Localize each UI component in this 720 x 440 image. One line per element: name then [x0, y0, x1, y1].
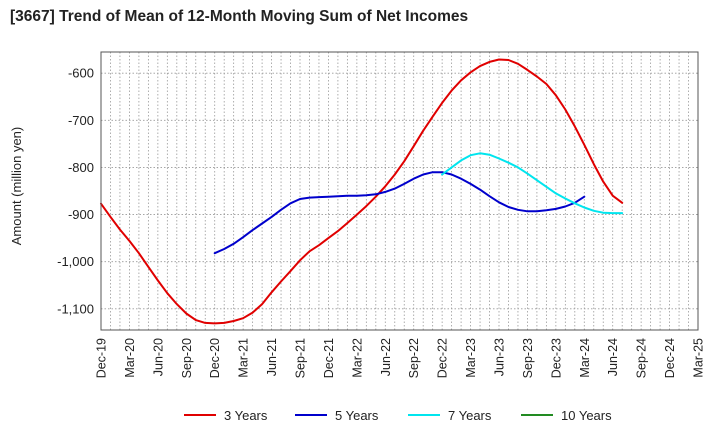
x-tick-label: Jun-24 [606, 338, 620, 376]
legend: 3 Years 5 Years 7 Years 10 Years [0, 404, 720, 426]
grid-lines [101, 52, 698, 330]
x-tick-label: Mar-25 [692, 338, 706, 378]
y-tick-label: -800 [68, 160, 94, 175]
x-tick-label: Sep-22 [407, 338, 421, 378]
x-tick-label: Dec-22 [436, 338, 450, 378]
y-tick-label: -1,100 [57, 301, 94, 316]
legend-item-10-years: 10 Years [521, 404, 612, 426]
plot-frame [100, 51, 699, 331]
legend-swatch-3-years [184, 414, 216, 416]
x-tick-label: Mar-21 [237, 338, 251, 378]
y-tick-label: -600 [68, 66, 94, 81]
series-line-3-years [100, 58, 624, 325]
plot-background [101, 52, 698, 330]
legend-label-7-years: 7 Years [448, 407, 492, 423]
y-axis-label: Amount (million yen) [9, 126, 24, 246]
x-tick-label: Jun-23 [493, 338, 507, 376]
chart-title: [3667] Trend of Mean of 12-Month Moving … [10, 8, 469, 25]
x-tick-label: Mar-20 [123, 338, 137, 378]
legend-item-7-years: 7 Years [408, 404, 491, 426]
y-tick-label: -1,000 [57, 254, 94, 269]
x-tick-label: Jun-21 [265, 338, 279, 376]
x-tick-label: Jun-20 [151, 338, 165, 376]
series-line-5-years [213, 171, 586, 255]
legend-label-10-years: 10 Years [561, 407, 612, 423]
legend-swatch-7-years [408, 414, 440, 416]
legend-item-3-years: 3 Years [184, 404, 267, 426]
x-tick-label: Sep-23 [521, 338, 535, 378]
y-tick-label: -900 [68, 207, 94, 222]
x-tick-label: Mar-23 [464, 338, 478, 378]
legend-swatch-10-years [521, 414, 553, 416]
x-tick-label: Sep-20 [180, 338, 194, 378]
y-tick-label: -700 [68, 113, 94, 128]
legend-swatch-5-years [295, 414, 327, 416]
x-tick-label: Sep-21 [294, 338, 308, 378]
legend-label-3-years: 3 Years [224, 407, 268, 423]
x-tick-label: Dec-23 [549, 338, 563, 378]
x-tick-label: Dec-21 [322, 338, 336, 378]
y-tick-labels: -600 -700 -800 -900 -1,000 -1,100 [57, 66, 94, 317]
series-lines [100, 58, 624, 325]
x-tick-label: Dec-19 [95, 338, 109, 378]
x-tick-label: Mar-24 [578, 338, 592, 378]
x-tick-labels: Dec-19 Mar-20 Jun-20 Sep-20 Dec-20 Mar-21 Jun-… [95, 338, 706, 378]
legend-item-5-years: 5 Years [295, 404, 378, 426]
series-line-7-years [441, 152, 624, 215]
x-tick-label: Mar-22 [350, 338, 364, 378]
legend-label-5-years: 5 Years [335, 407, 379, 423]
x-tick-label: Dec-20 [208, 338, 222, 378]
x-tick-label: Dec-24 [663, 338, 677, 378]
x-tick-label: Jun-22 [379, 338, 393, 376]
x-tick-label: Sep-24 [635, 338, 649, 378]
